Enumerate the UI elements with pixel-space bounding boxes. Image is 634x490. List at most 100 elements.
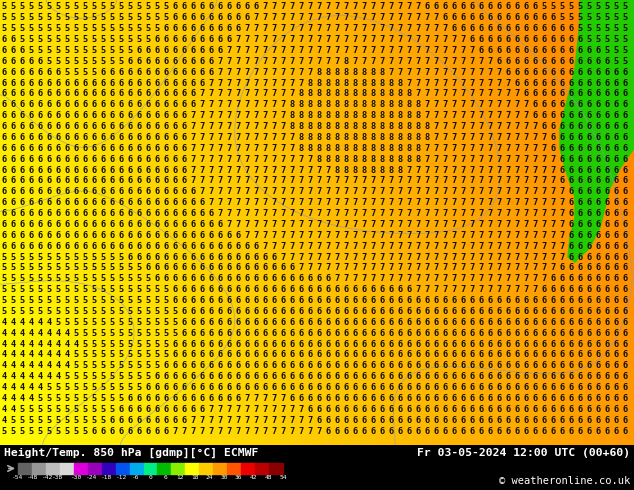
Bar — [115, 463, 129, 474]
Text: 7: 7 — [451, 187, 456, 196]
Text: 6: 6 — [361, 329, 366, 338]
Text: 7: 7 — [550, 220, 555, 229]
Text: 6: 6 — [164, 68, 169, 76]
Text: 6: 6 — [325, 329, 330, 338]
Text: Fr 03-05-2024 12:00 UTC (00+60): Fr 03-05-2024 12:00 UTC (00+60) — [417, 448, 630, 458]
Text: 6: 6 — [353, 383, 358, 392]
Text: 7: 7 — [443, 264, 448, 272]
Text: 6: 6 — [479, 296, 484, 305]
Text: 6: 6 — [533, 78, 538, 88]
Text: 6: 6 — [586, 198, 592, 207]
Text: 8: 8 — [325, 111, 330, 120]
Text: 6: 6 — [469, 350, 475, 360]
Text: 5: 5 — [100, 383, 106, 392]
Text: 6: 6 — [154, 100, 160, 109]
Text: 6: 6 — [235, 361, 241, 370]
Text: 6: 6 — [82, 78, 87, 88]
Text: 4: 4 — [37, 383, 42, 392]
Text: 6: 6 — [568, 405, 574, 414]
Text: 6: 6 — [334, 318, 340, 327]
Text: 6: 6 — [217, 307, 223, 316]
Text: 7: 7 — [209, 122, 214, 131]
Text: 7: 7 — [496, 78, 501, 88]
Text: 8: 8 — [361, 100, 366, 109]
Text: 5: 5 — [613, 46, 619, 55]
Text: 6: 6 — [271, 383, 276, 392]
Text: 6: 6 — [172, 198, 178, 207]
Text: 7: 7 — [496, 264, 501, 272]
Text: 6: 6 — [235, 329, 241, 338]
Text: 7: 7 — [370, 35, 375, 44]
Text: 6: 6 — [20, 209, 25, 218]
Text: 6: 6 — [524, 13, 529, 23]
Text: 8: 8 — [398, 166, 403, 174]
Text: 7: 7 — [379, 187, 385, 196]
Text: 6: 6 — [226, 24, 231, 33]
Text: 6: 6 — [524, 24, 529, 33]
Text: 7: 7 — [505, 231, 510, 240]
Text: 7: 7 — [217, 68, 223, 76]
Text: 7: 7 — [289, 242, 295, 251]
Text: 6: 6 — [127, 252, 133, 262]
Text: 8: 8 — [307, 90, 313, 98]
Text: 5: 5 — [145, 307, 151, 316]
Text: 6: 6 — [623, 111, 628, 120]
Text: 6: 6 — [1, 90, 6, 98]
Text: 5: 5 — [145, 318, 151, 327]
Text: 8: 8 — [344, 57, 349, 66]
Text: 8: 8 — [307, 122, 313, 131]
Text: 5: 5 — [119, 13, 124, 23]
Text: 6: 6 — [136, 144, 141, 153]
Text: 6: 6 — [164, 57, 169, 66]
Bar — [46, 463, 60, 474]
Text: 7: 7 — [424, 35, 430, 44]
Text: 7: 7 — [271, 416, 276, 425]
Text: -18: -18 — [101, 475, 112, 480]
Text: 5: 5 — [127, 24, 133, 33]
Text: 6: 6 — [299, 274, 304, 283]
Text: 5: 5 — [164, 307, 169, 316]
Text: 5: 5 — [164, 350, 169, 360]
Text: 7: 7 — [271, 242, 276, 251]
Text: 6: 6 — [434, 372, 439, 381]
Text: 6: 6 — [550, 111, 555, 120]
Text: 6: 6 — [406, 361, 411, 370]
Text: 6: 6 — [29, 187, 34, 196]
Text: 8: 8 — [316, 144, 321, 153]
Text: 5: 5 — [119, 383, 124, 392]
Text: 6: 6 — [190, 405, 196, 414]
Text: 6: 6 — [469, 24, 475, 33]
Text: 7: 7 — [353, 187, 358, 196]
Text: 7: 7 — [514, 100, 520, 109]
Text: 7: 7 — [424, 57, 430, 66]
Text: 6: 6 — [91, 100, 96, 109]
Text: 7: 7 — [325, 231, 330, 240]
Text: 5: 5 — [29, 264, 34, 272]
Text: 6: 6 — [226, 361, 231, 370]
Text: 6: 6 — [226, 231, 231, 240]
Text: 6: 6 — [181, 24, 186, 33]
Text: 6: 6 — [398, 372, 403, 381]
Text: 5: 5 — [119, 24, 124, 33]
Text: 4: 4 — [65, 361, 70, 370]
Text: 7: 7 — [406, 46, 411, 55]
Text: 5: 5 — [10, 13, 16, 23]
Text: 6: 6 — [235, 24, 241, 33]
Text: 6: 6 — [541, 68, 547, 76]
Text: 6: 6 — [244, 274, 250, 283]
Text: 5: 5 — [74, 329, 79, 338]
Text: 6: 6 — [1, 46, 6, 55]
Text: 8: 8 — [361, 133, 366, 142]
Text: 6: 6 — [164, 372, 169, 381]
Text: 8: 8 — [406, 100, 411, 109]
Text: 7: 7 — [479, 122, 484, 131]
Text: 6: 6 — [244, 13, 250, 23]
Text: 6: 6 — [613, 350, 619, 360]
Text: 7: 7 — [415, 46, 420, 55]
Text: 8: 8 — [361, 78, 366, 88]
Text: 7: 7 — [299, 68, 304, 76]
Text: 7: 7 — [254, 122, 259, 131]
Text: 6: 6 — [623, 100, 628, 109]
Text: 4: 4 — [37, 361, 42, 370]
Text: 7: 7 — [289, 427, 295, 436]
